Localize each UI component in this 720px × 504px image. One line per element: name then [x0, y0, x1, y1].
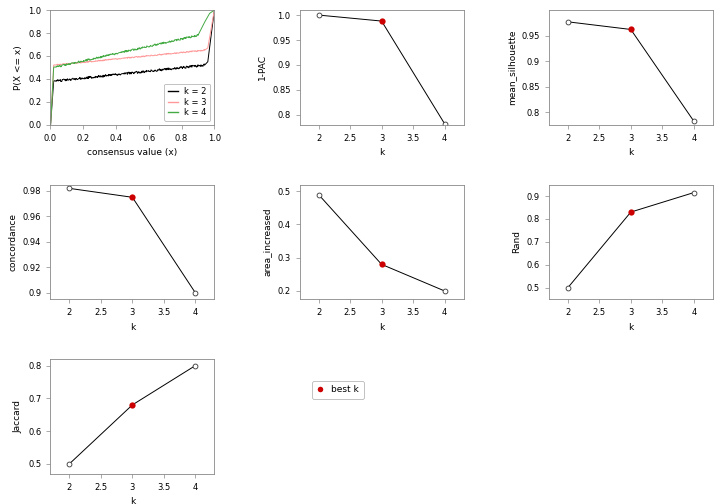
X-axis label: k: k: [379, 323, 384, 332]
Y-axis label: 1-PAC: 1-PAC: [258, 54, 266, 81]
X-axis label: consensus value (x): consensus value (x): [87, 149, 178, 157]
X-axis label: k: k: [628, 149, 634, 157]
Y-axis label: mean_silhouette: mean_silhouette: [507, 30, 516, 105]
X-axis label: k: k: [130, 323, 135, 332]
X-axis label: k: k: [379, 149, 384, 157]
Legend: best k: best k: [312, 381, 364, 399]
X-axis label: k: k: [628, 323, 634, 332]
Y-axis label: Jaccard: Jaccard: [14, 400, 22, 433]
X-axis label: k: k: [130, 497, 135, 504]
Y-axis label: concordance: concordance: [9, 213, 17, 271]
Y-axis label: Rand: Rand: [512, 230, 521, 254]
Y-axis label: area_increased: area_increased: [263, 208, 271, 276]
Y-axis label: P(X <= x): P(X <= x): [14, 45, 22, 90]
Legend: k = 2, k = 3, k = 4: k = 2, k = 3, k = 4: [164, 84, 210, 120]
